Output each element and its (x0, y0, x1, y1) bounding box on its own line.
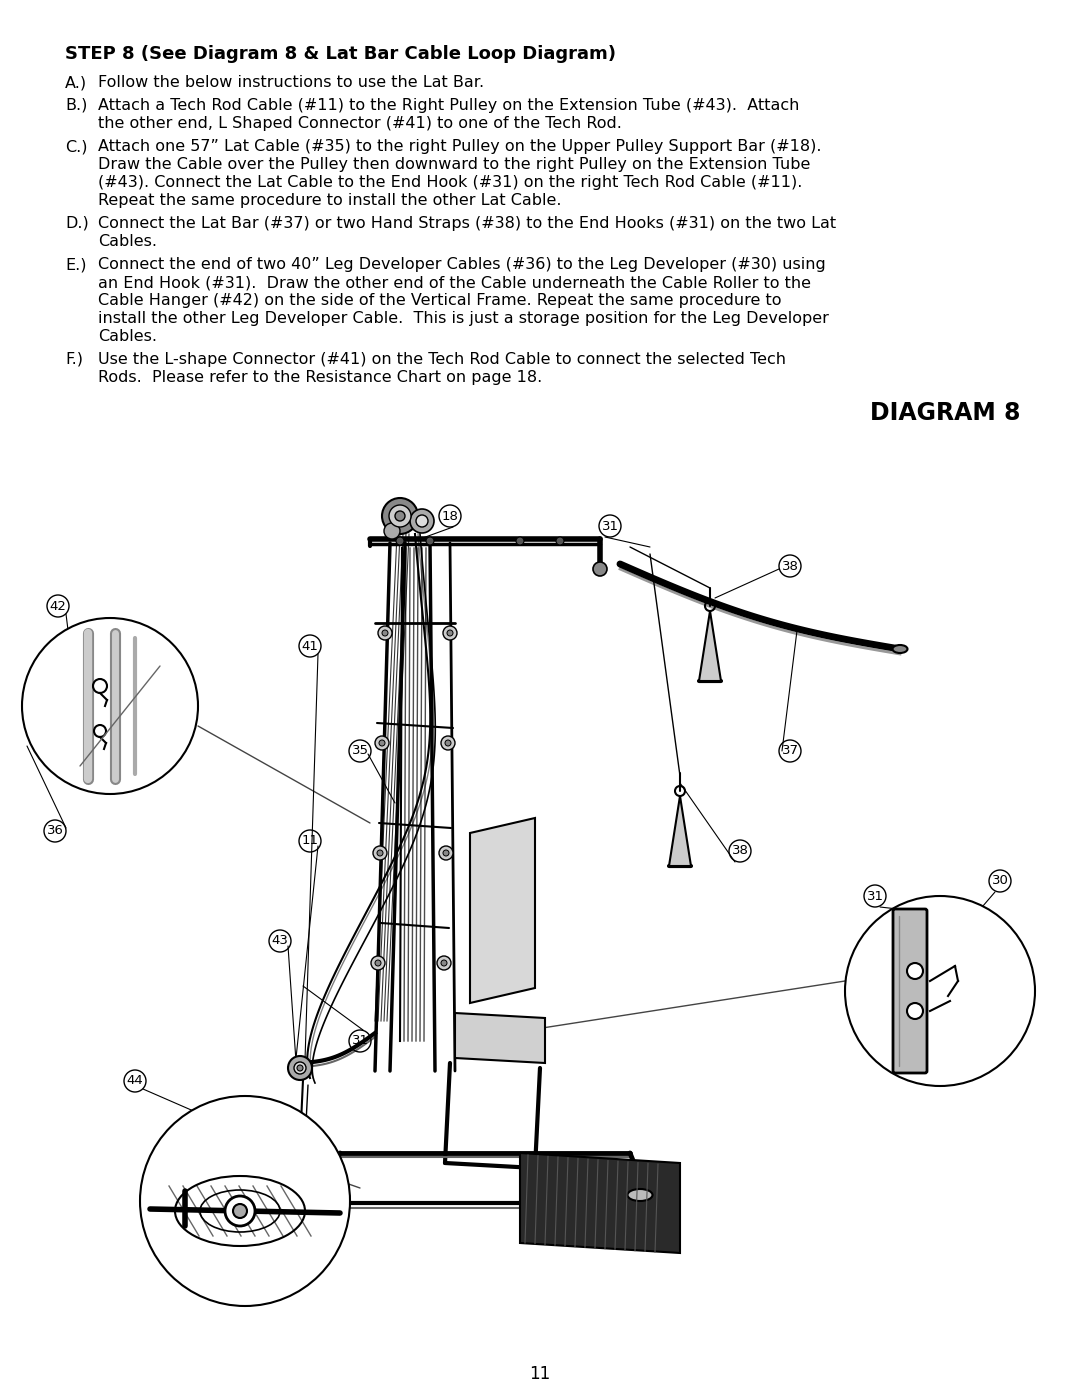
Circle shape (443, 849, 449, 856)
Circle shape (233, 1204, 247, 1218)
Text: Cables.: Cables. (98, 330, 157, 344)
Circle shape (437, 956, 451, 970)
Text: D.): D.) (65, 217, 89, 231)
Text: 30: 30 (991, 875, 1009, 887)
Text: an End Hook (#31).  Draw the other end of the Cable underneath the Cable Roller : an End Hook (#31). Draw the other end of… (98, 275, 811, 291)
Text: STEP 8 (See Diagram 8 & Lat Bar Cable Loop Diagram): STEP 8 (See Diagram 8 & Lat Bar Cable Lo… (65, 45, 616, 63)
Text: 38: 38 (731, 845, 748, 858)
Circle shape (140, 1097, 350, 1306)
Circle shape (416, 515, 428, 527)
Circle shape (410, 509, 434, 534)
Circle shape (382, 630, 388, 636)
Text: C.): C.) (65, 138, 87, 154)
Text: Attach a Tech Rod Cable (#11) to the Right Pulley on the Extension Tube (#43).  : Attach a Tech Rod Cable (#11) to the Rig… (98, 98, 799, 113)
Circle shape (389, 504, 411, 527)
Text: DIAGRAM 8: DIAGRAM 8 (869, 401, 1020, 425)
Text: 36: 36 (46, 824, 64, 837)
Ellipse shape (627, 1189, 652, 1201)
Text: Repeat the same procedure to install the other Lat Cable.: Repeat the same procedure to install the… (98, 193, 562, 208)
Circle shape (375, 736, 389, 750)
Text: A.): A.) (65, 75, 87, 89)
Circle shape (438, 847, 453, 861)
Circle shape (375, 960, 381, 965)
Text: E.): E.) (65, 257, 86, 272)
Text: 31: 31 (602, 520, 619, 532)
Circle shape (441, 736, 455, 750)
Ellipse shape (308, 1189, 333, 1201)
Circle shape (426, 536, 434, 545)
Text: Attach one 57” Lat Cable (#35) to the right Pulley on the Upper Pulley Support B: Attach one 57” Lat Cable (#35) to the ri… (98, 138, 822, 154)
Text: install the other Leg Developer Cable.  This is just a storage position for the : install the other Leg Developer Cable. T… (98, 312, 828, 326)
Polygon shape (699, 610, 721, 680)
Circle shape (379, 740, 384, 746)
Circle shape (225, 1196, 255, 1227)
FancyBboxPatch shape (893, 909, 927, 1073)
Circle shape (445, 740, 451, 746)
Circle shape (378, 626, 392, 640)
Circle shape (845, 895, 1035, 1085)
Text: 31: 31 (866, 890, 883, 902)
Text: Connect the end of two 40” Leg Developer Cables (#36) to the Leg Developer (#30): Connect the end of two 40” Leg Developer… (98, 257, 826, 272)
Circle shape (373, 847, 387, 861)
Text: 41: 41 (301, 640, 319, 652)
Text: F.): F.) (65, 352, 83, 367)
Ellipse shape (892, 645, 907, 652)
Circle shape (22, 617, 198, 793)
Text: Use the L-shape Connector (#41) on the Tech Rod Cable to connect the selected Te: Use the L-shape Connector (#41) on the T… (98, 352, 786, 367)
Circle shape (441, 960, 447, 965)
Circle shape (377, 849, 383, 856)
Text: (#43). Connect the Lat Cable to the End Hook (#31) on the right Tech Rod Cable (: (#43). Connect the Lat Cable to the End … (98, 175, 802, 190)
Text: 11: 11 (301, 834, 319, 848)
Text: 44: 44 (126, 1074, 144, 1087)
Circle shape (907, 963, 923, 979)
Circle shape (516, 536, 524, 545)
Text: 38: 38 (782, 560, 798, 573)
Ellipse shape (175, 1176, 305, 1246)
Text: 43: 43 (271, 935, 288, 947)
Text: Follow the below instructions to use the Lat Bar.: Follow the below instructions to use the… (98, 75, 484, 89)
Text: 31: 31 (351, 1035, 368, 1048)
Polygon shape (455, 1013, 545, 1063)
Polygon shape (470, 819, 535, 1003)
Text: Cables.: Cables. (98, 235, 157, 249)
Text: 18: 18 (442, 510, 458, 522)
Text: Draw the Cable over the Pulley then downward to the right Pulley on the Extensio: Draw the Cable over the Pulley then down… (98, 156, 810, 172)
Circle shape (294, 1062, 306, 1074)
Circle shape (288, 1056, 312, 1080)
Text: 37: 37 (782, 745, 798, 757)
Circle shape (297, 1065, 303, 1071)
Text: 11: 11 (529, 1365, 551, 1383)
Text: Cable Hanger (#42) on the side of the Vertical Frame. Repeat the same procedure : Cable Hanger (#42) on the side of the Ve… (98, 293, 782, 307)
Circle shape (447, 630, 453, 636)
Circle shape (384, 522, 400, 539)
Circle shape (395, 511, 405, 521)
Circle shape (396, 536, 404, 545)
Text: Connect the Lat Bar (#37) or two Hand Straps (#38) to the End Hooks (#31) on the: Connect the Lat Bar (#37) or two Hand St… (98, 217, 836, 231)
Text: the other end, L Shaped Connector (#41) to one of the Tech Rod.: the other end, L Shaped Connector (#41) … (98, 116, 622, 131)
Text: Rods.  Please refer to the Resistance Chart on page 18.: Rods. Please refer to the Resistance Cha… (98, 370, 542, 386)
Circle shape (443, 626, 457, 640)
Text: 35: 35 (351, 745, 368, 757)
Circle shape (907, 1003, 923, 1018)
Text: B.): B.) (65, 98, 87, 113)
Circle shape (556, 536, 564, 545)
Text: 42: 42 (50, 599, 67, 612)
Polygon shape (669, 796, 691, 866)
Circle shape (372, 956, 384, 970)
Circle shape (593, 562, 607, 576)
Polygon shape (519, 1153, 680, 1253)
Circle shape (382, 497, 418, 534)
